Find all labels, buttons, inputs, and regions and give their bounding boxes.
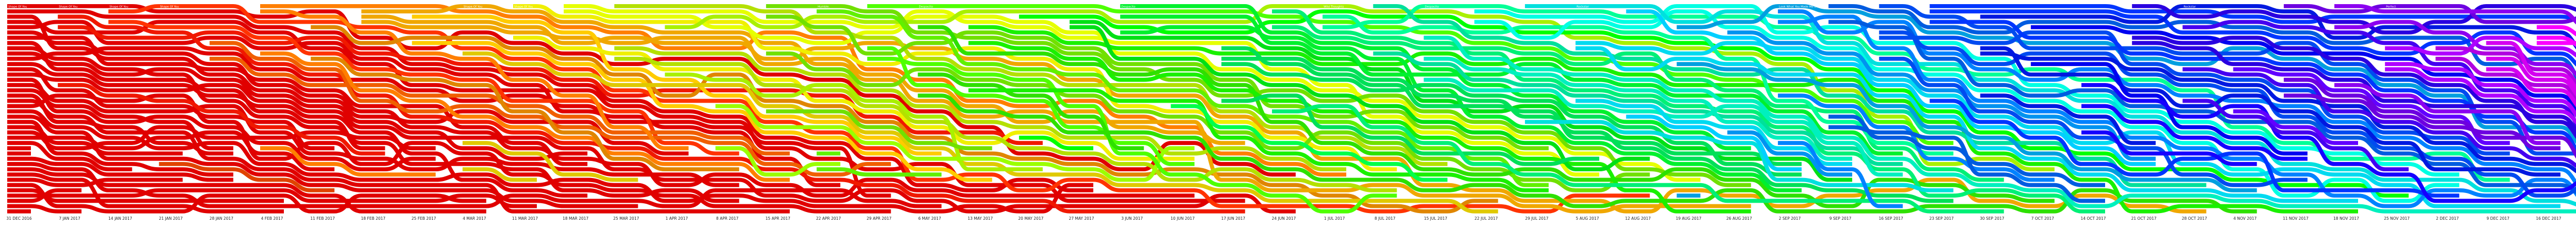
ranking-band xyxy=(7,80,436,169)
x-tick-label: 11 MAR 2017 xyxy=(512,216,538,221)
x-tick-label: 6 MAY 2017 xyxy=(918,216,941,221)
x-tick-label: 16 SEP 2017 xyxy=(1879,216,1904,221)
entry-label: Rockstar xyxy=(2183,6,2196,9)
x-tick-label: 2 DEC 2017 xyxy=(2436,216,2459,221)
x-tick-label: 14 JAN 2017 xyxy=(108,216,132,221)
x-tick-label: 12 AUG 2017 xyxy=(1625,216,1651,221)
x-tick-label: 7 JAN 2017 xyxy=(59,216,80,221)
x-tick-label: 17 JUN 2017 xyxy=(1221,216,1245,221)
x-tick-label: 14 OCT 2017 xyxy=(2080,216,2106,221)
x-tick-label: 28 OCT 2017 xyxy=(2182,216,2207,221)
entry-label: Shape Of You xyxy=(8,6,27,9)
x-tick-label: 7 OCT 2017 xyxy=(2031,216,2055,221)
x-tick-label: 15 JUL 2017 xyxy=(1424,216,1448,221)
x-axis: 31 DEC 2016 7 JAN 2017 14 JAN 2017 21 JAN 2… xyxy=(6,216,2576,221)
entry-label: Humble. xyxy=(818,6,829,9)
entry-label: Despacito xyxy=(1121,6,1136,9)
ranking-band xyxy=(614,48,1346,170)
x-tick-label: 20 MAY 2017 xyxy=(1018,216,1043,221)
entry-label: Shape Of You xyxy=(109,6,128,9)
ranking-bands xyxy=(7,6,2576,212)
x-tick-label: 4 FEB 2017 xyxy=(261,216,283,221)
ranking-band xyxy=(58,17,1245,211)
entry-label: Shape Of You xyxy=(59,6,77,9)
x-tick-label: 8 JUL 2017 xyxy=(1375,216,1396,221)
entry-label: Shape Of You xyxy=(514,6,533,9)
x-tick-label: 18 NOV 2017 xyxy=(2333,216,2359,221)
x-tick-label: 24 JUN 2017 xyxy=(1272,216,1296,221)
x-tick-label: 5 AUG 2017 xyxy=(1576,216,1599,221)
x-tick-label: 11 NOV 2017 xyxy=(2283,216,2309,221)
x-tick-label: 25 MAR 2017 xyxy=(613,216,639,221)
x-tick-label: 25 FEB 2017 xyxy=(412,216,436,221)
x-tick-label: 22 APR 2017 xyxy=(816,216,841,221)
entry-label: Shape Of You xyxy=(464,6,482,9)
ranking-band xyxy=(7,190,537,206)
entry-label: Perfect xyxy=(2386,6,2396,9)
x-tick-label: 18 FEB 2017 xyxy=(361,216,386,221)
x-tick-label: 29 APR 2017 xyxy=(867,216,891,221)
x-tick-label: 1 APR 2017 xyxy=(666,216,688,221)
x-tick-label: 4 NOV 2017 xyxy=(2233,216,2257,221)
x-tick-label: 22 JUL 2017 xyxy=(1475,216,1498,221)
entry-label: Look What You Made Me Do xyxy=(1779,6,1819,9)
x-tick-label: 8 APR 2017 xyxy=(716,216,739,221)
x-tick-label: 4 MAR 2017 xyxy=(463,216,486,221)
x-tick-label: 28 JAN 2017 xyxy=(210,216,233,221)
entry-label: Despacito xyxy=(919,6,934,9)
x-tick-label: 19 AUG 2017 xyxy=(1676,216,1702,221)
x-tick-label: 25 NOV 2017 xyxy=(2384,216,2410,221)
x-tick-label: 15 APR 2017 xyxy=(766,216,790,221)
x-tick-label: 27 MAY 2017 xyxy=(1069,216,1094,221)
x-tick-label: 18 MAR 2017 xyxy=(563,216,588,221)
x-tick-label: 9 DEC 2017 xyxy=(2486,216,2510,221)
entry-label: Despacito xyxy=(1425,6,1439,9)
x-tick-label: 9 SEP 2017 xyxy=(1829,216,1852,221)
x-tick-label: 16 DEC 2017 xyxy=(2536,216,2561,221)
x-tick-label: 29 JUL 2017 xyxy=(1525,216,1549,221)
x-tick-label: 3 JUN 2017 xyxy=(1121,216,1143,221)
x-tick-label: 30 SEP 2017 xyxy=(1980,216,2005,221)
entry-label: Shape Of You xyxy=(160,6,179,9)
x-tick-label: 13 MAY 2017 xyxy=(968,216,993,221)
x-tick-label: 26 AUG 2017 xyxy=(1726,216,1752,221)
x-tick-label: 23 SEP 2017 xyxy=(1929,216,1954,221)
x-tick-label: 11 FEB 2017 xyxy=(310,216,335,221)
x-tick-label: 10 JUN 2017 xyxy=(1171,216,1195,221)
x-tick-label: 21 OCT 2017 xyxy=(2131,216,2157,221)
x-tick-label: 31 DEC 2016 xyxy=(6,216,31,221)
x-tick-label: 1 JUL 2017 xyxy=(1324,216,1345,221)
entry-label: Wild Thoughts xyxy=(1324,6,1344,9)
x-tick-label: 21 JAN 2017 xyxy=(159,216,182,221)
ranking-band xyxy=(361,17,2206,211)
x-tick-label: 2 SEP 2017 xyxy=(1779,216,1801,221)
entry-label: Rockstar xyxy=(1577,6,1589,9)
